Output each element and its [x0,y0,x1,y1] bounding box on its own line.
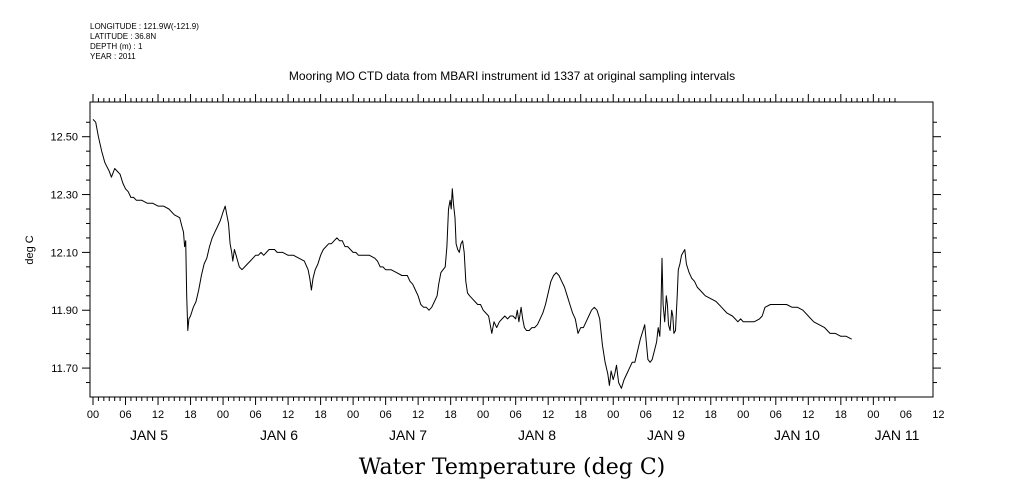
y-tick-label: 11.90 [51,305,78,317]
x-tick-label: 18 [575,409,587,421]
x-tick-label: 12 [802,409,814,421]
latitude-text: LATITUDE : 36.8N [90,32,157,41]
plot-frame [89,101,934,398]
x-axis-title: Water Temperature (deg C) [359,455,666,480]
x-day-label: JAN 7 [389,427,427,443]
x-tick-label: 06 [119,409,131,421]
x-tick-label: 12 [412,409,424,421]
x-tick-label: 06 [900,409,912,421]
x-day-label: JAN 11 [875,427,920,443]
x-tick-label: 12 [152,409,164,421]
x-tick-label: 00 [477,409,489,421]
y-axis: 11.70 11.90 12.10 12.30 12.50 [50,121,941,384]
metadata-block: LONGITUDE : 121.9W(-121.9) LATITUDE : 36… [90,22,199,62]
x-tick-label: 00 [217,409,229,421]
x-tick-label: 00 [87,409,99,421]
y-tick-label: 12.10 [50,247,78,259]
x-day-label: JAN 5 [130,427,168,443]
x-tick-label: 12 [282,409,294,421]
x-tick-label: 18 [705,409,717,421]
chart-title: Mooring MO CTD data from MBARI instrumen… [289,69,735,83]
y-tick-label: 12.50 [50,132,78,144]
longitude-text: LONGITUDE : 121.9W(-121.9) [90,22,199,31]
x-tick-label: 06 [510,409,522,421]
y-tick-label: 12.30 [50,190,78,202]
x-tick-label: 18 [314,409,326,421]
x-tick-label: 06 [380,409,392,421]
x-tick-label: 06 [640,409,652,421]
x-day-label: JAN 8 [518,427,556,443]
x-tick-label: 12 [672,409,684,421]
y-tick-label: 11.70 [51,363,78,375]
x-tick-label: 00 [867,409,879,421]
x-day-label: JAN 10 [774,427,820,443]
x-day-label: JAN 6 [260,427,298,443]
x-day-label: JAN 9 [647,427,685,443]
x-tick-label: 00 [737,409,749,421]
x-tick-label: 18 [835,409,847,421]
x-tick-label: 00 [607,409,619,421]
x-tick-label: 00 [347,409,359,421]
x-tick-label: 06 [770,409,782,421]
y-axis-label: deg C [24,235,36,264]
depth-text: DEPTH (m) : 1 [90,42,143,51]
x-tick-label: 12 [932,409,944,421]
series-line [92,119,852,389]
x-tick-label: 18 [184,409,196,421]
x-axis: 00 06 12 18 00 06 12 18 00 06 12 18 00 06 12 18 00 06 12 18… [87,409,945,443]
x-tick-label: 12 [542,409,554,421]
minor-ticks [92,94,896,405]
x-tick-label: 18 [445,409,457,421]
year-text: YEAR : 2011 [90,52,136,61]
series-layer [92,119,852,389]
x-tick-label: 06 [249,409,261,421]
